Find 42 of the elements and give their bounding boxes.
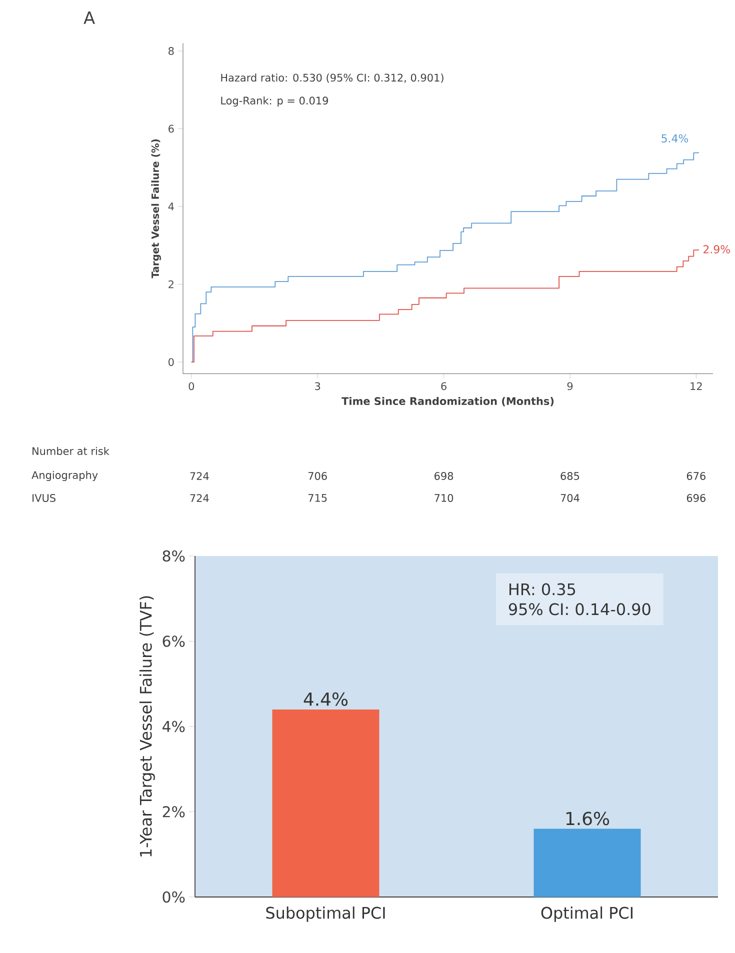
text: Number at risk: [32, 446, 110, 456]
y-tick-label: 4: [168, 202, 174, 210]
annotation: 95% CI: 0.14-0.90: [508, 603, 650, 616]
text: 706: [308, 472, 327, 480]
x-tick-label: 6: [441, 382, 446, 390]
y-tick-label: 6: [168, 124, 174, 133]
y-tick-label: 8: [168, 47, 174, 55]
text: 724: [190, 472, 209, 480]
data-label: 1.6%: [566, 812, 610, 826]
x-tick-label: 0: [188, 382, 194, 390]
text: 676: [686, 472, 706, 480]
x-tick-label: 9: [567, 382, 573, 390]
text: IVUS: [32, 494, 56, 502]
y-axis-title: 1-Year Target Vessel Failure (TVF): [140, 596, 155, 856]
annotation: Log-Rank: p = 0.019: [221, 96, 328, 107]
annotation: 5.4%: [662, 134, 688, 143]
y-tick-label: 8%: [162, 550, 185, 562]
chart-title: A: [84, 12, 95, 24]
text: 724: [190, 494, 209, 502]
x-tick-label: Optimal PCI: [541, 906, 632, 922]
annotation: Hazard ratio: 0.530 (95% CI: 0.312, 0.901): [221, 74, 444, 83]
annotation: 2.9%: [703, 245, 730, 254]
x-axis-title: Time Since Randomization (Months): [342, 396, 554, 406]
annotation: HR: 0.35: [509, 583, 576, 596]
x-tick-label: Suboptimal PCI: [266, 906, 385, 922]
y-tick-label: 2%: [162, 806, 185, 818]
y-axis-title: Target Vessel Failure (%): [151, 139, 161, 278]
x-tick-label: 12: [690, 382, 702, 390]
y-tick-label: 6%: [162, 636, 185, 647]
x-tick-label: 3: [315, 382, 320, 390]
text: Angiography: [32, 470, 98, 482]
text: 698: [434, 472, 454, 480]
text: 685: [560, 472, 580, 480]
y-tick-label: 0%: [162, 891, 185, 903]
y-tick-label: 4%: [162, 720, 185, 732]
text: 704: [560, 494, 580, 502]
text: 710: [434, 494, 454, 502]
text: 696: [686, 494, 706, 502]
data-label: 4.4%: [304, 692, 348, 706]
text: 715: [308, 494, 327, 502]
y-tick-label: 0: [168, 358, 174, 366]
y-tick-label: 2: [168, 280, 174, 288]
